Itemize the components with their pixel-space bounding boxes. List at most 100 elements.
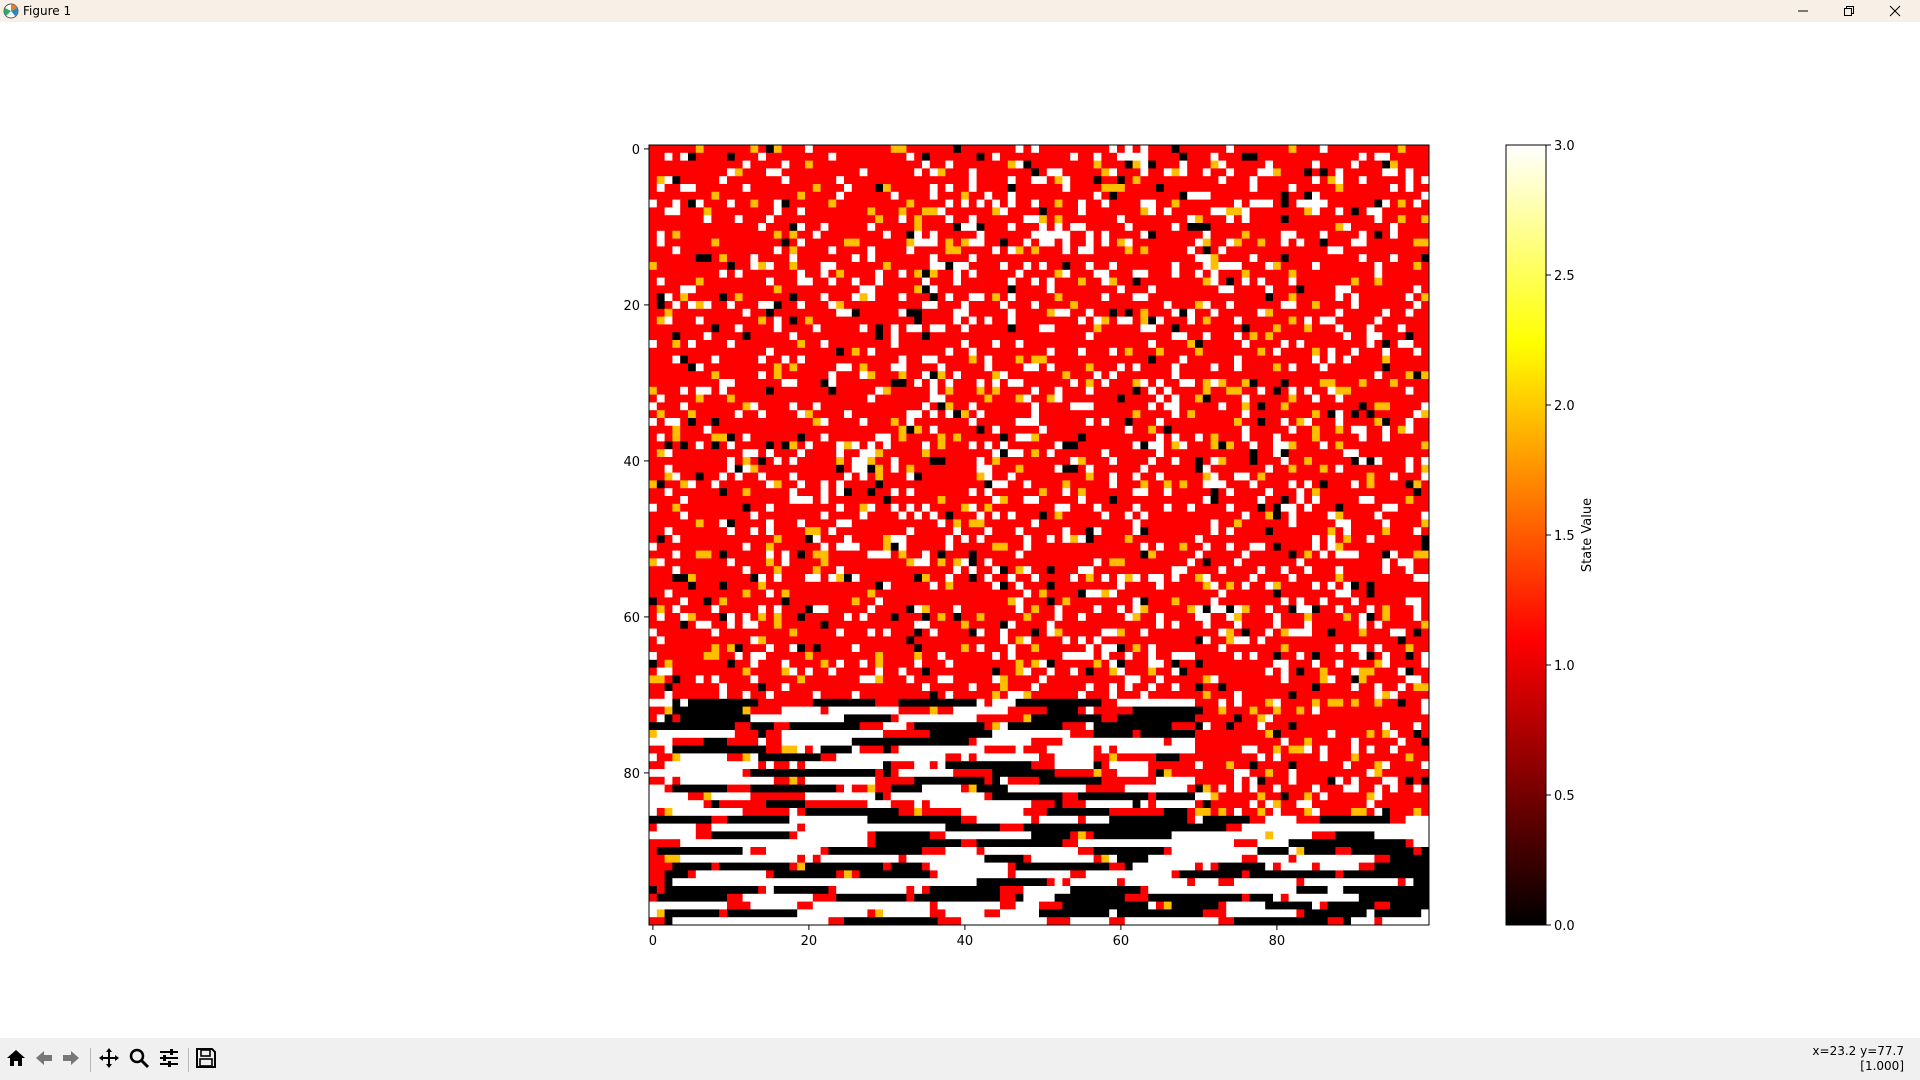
heatmap-cell (1421, 199, 1430, 208)
heatmap-cell (672, 862, 712, 871)
pan-button[interactable] (96, 1047, 122, 1073)
heatmap-cell (1101, 449, 1110, 458)
heatmap-cell (836, 503, 845, 512)
heatmap-cell (1156, 753, 1180, 762)
heatmap-cell (1124, 394, 1157, 403)
heatmap-cell (1273, 581, 1282, 590)
heatmap-cell (898, 667, 907, 676)
heatmap-cell (1374, 215, 1383, 224)
figure-canvas[interactable]: 0 20 40 60 80 0 20 40 60 80 0.0 0.5 1.0 1.5 2.0 2.5 3.… (0, 22, 1920, 1038)
heatmap-cell (734, 652, 743, 661)
heatmap-cell (1093, 238, 1102, 247)
heatmap-cell (688, 363, 697, 372)
heatmap-cell (797, 667, 806, 676)
heatmap-cell (1179, 683, 1196, 692)
heatmap-cell (773, 620, 782, 629)
heatmap-cell (672, 433, 681, 442)
heatmap-cell (1210, 262, 1219, 271)
heatmap-cell (1288, 854, 1297, 863)
heatmap-cell (719, 254, 728, 263)
heatmap-cell (1265, 776, 1289, 785)
axes-frame (648, 144, 1430, 926)
heatmap-cell (1343, 223, 1352, 232)
heatmap-cell (984, 535, 1024, 544)
heatmap-cell (1265, 464, 1274, 473)
pan-icon (98, 1047, 120, 1073)
heatmap-cell (1062, 737, 1165, 746)
heatmap-cell (664, 683, 673, 692)
heatmap-cell (797, 488, 821, 497)
heatmap-cell (1265, 160, 1274, 169)
heatmap-cell (1234, 581, 1243, 590)
heatmap-cell (890, 145, 907, 154)
back-button[interactable] (31, 1047, 57, 1073)
heatmap-cell (1046, 581, 1055, 590)
heatmap-cell (1163, 425, 1172, 434)
heatmap-cell (976, 558, 985, 567)
heatmap-cell (1109, 761, 1149, 770)
save-button[interactable] (193, 1047, 219, 1073)
heatmap-cell (1078, 152, 1094, 161)
close-button[interactable] (1872, 0, 1918, 22)
heatmap-cell (968, 168, 977, 177)
heatmap-cell (992, 722, 1001, 731)
heatmap-cell (1007, 285, 1016, 294)
home-button[interactable] (3, 1047, 29, 1073)
heatmap-cell (1000, 379, 1009, 388)
heatmap-cell (773, 519, 798, 528)
heatmap-cell (992, 394, 1016, 403)
zoom-button[interactable] (126, 1047, 152, 1073)
heatmap-cell (1413, 644, 1430, 653)
heatmap-cell (1148, 667, 1157, 676)
heatmap-cell (789, 808, 798, 817)
heatmap-cell (828, 886, 837, 895)
heatmap-cell (968, 737, 977, 746)
heatmap-cell (968, 269, 977, 278)
heatmap-cell (1249, 652, 1258, 661)
heatmap-cell (1078, 589, 1087, 598)
heatmap-cell (1304, 652, 1313, 661)
heatmap-cell (1312, 808, 1321, 817)
heatmap-cell (1007, 379, 1024, 388)
heatmap-cell (1031, 542, 1141, 551)
heatmap-cell (1085, 433, 1157, 442)
heatmap-cell (719, 628, 790, 637)
heatmap-cell (820, 527, 829, 536)
heatmap-cell (703, 425, 712, 434)
heatmap-cell (1257, 753, 1266, 762)
heatmap-cell (1288, 776, 1297, 785)
heatmap-cell (1280, 457, 1289, 466)
heatmap-cell (1148, 901, 1157, 910)
heatmap-cell (1249, 550, 1289, 559)
heatmap-cell (1046, 589, 1079, 598)
heatmap-cell (797, 254, 853, 263)
heatmap-cell (1210, 301, 1227, 310)
configure-subplots-button[interactable] (156, 1047, 182, 1073)
heatmap-cell (1226, 784, 1235, 793)
heatmap-cell (805, 613, 845, 622)
heatmap-cell (922, 410, 931, 419)
heatmap-cell (1374, 745, 1391, 754)
heatmap-cell (1273, 160, 1313, 169)
heatmap-cell (1101, 659, 1110, 668)
heatmap-cell (1382, 332, 1406, 341)
forward-button[interactable] (58, 1047, 84, 1073)
heatmap-cell (1156, 620, 1165, 629)
heatmap-cell (945, 613, 954, 622)
restore-button[interactable] (1826, 0, 1872, 22)
heatmap-cell (773, 145, 782, 154)
minimize-button[interactable] (1780, 0, 1826, 22)
heatmap-cell (953, 519, 962, 528)
heatmap-cell (1312, 324, 1336, 333)
heatmap-cell (1007, 675, 1040, 684)
heatmap-cell (649, 675, 665, 684)
heatmap-cell (1288, 605, 1297, 614)
heatmap-cell (1312, 745, 1321, 754)
heatmap-cell (992, 496, 1001, 505)
heatmap-cell (1156, 425, 1165, 434)
heatmap-cell (890, 613, 899, 622)
heatmap-cell (1070, 238, 1087, 247)
heatmap-cell (953, 566, 962, 575)
heatmap-cell (1210, 472, 1219, 481)
heatmap-cell (1234, 168, 1258, 177)
